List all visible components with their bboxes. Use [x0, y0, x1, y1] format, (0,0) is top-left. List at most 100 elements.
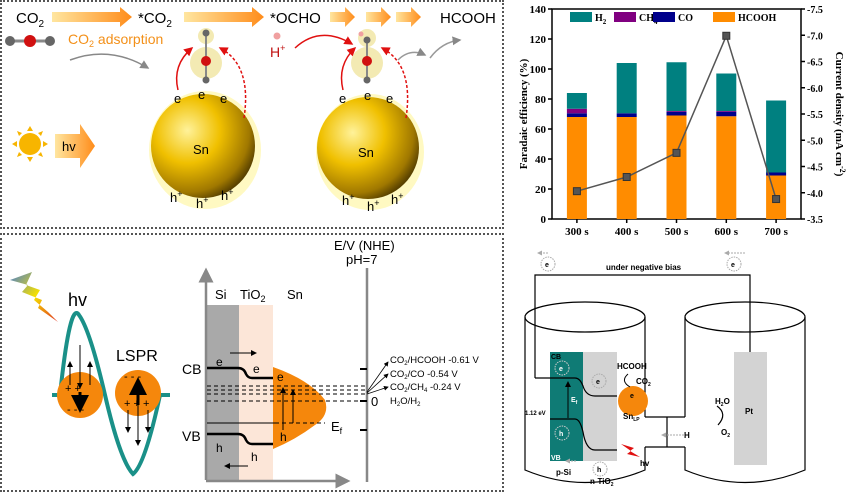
tio2-layer	[239, 305, 273, 480]
lightning-red-icon	[621, 444, 640, 457]
h2o-label: H2O	[715, 397, 730, 408]
step-ocho: *OCHO	[270, 10, 321, 27]
xtick-label-3: 600 s	[715, 226, 739, 238]
legend-label-h2: H2	[595, 13, 607, 26]
proton-icon	[273, 32, 281, 40]
release-arrow-2	[429, 36, 462, 59]
electron-1b: e	[198, 87, 205, 102]
y2tick-label--7.0: -7.0	[807, 31, 823, 42]
sn-label-2: Sn	[358, 145, 374, 160]
pt-label: Pt	[745, 407, 753, 416]
hole-si: h	[216, 441, 223, 455]
cb-band	[207, 366, 273, 380]
electron-wire-right: e	[731, 262, 735, 269]
ytick-label-60: 60	[535, 124, 547, 136]
xtick-label-0: 300 s	[565, 226, 589, 238]
bar-co-3	[716, 111, 737, 117]
step-co2: CO2	[16, 10, 45, 30]
proton-arrow	[294, 34, 354, 49]
sn-particle-2: Sn e e e h+ h+ h+	[316, 29, 424, 214]
hv-arrow	[55, 124, 95, 168]
potential-arrows	[366, 361, 389, 395]
electron-sn: e	[277, 370, 284, 384]
electron-1c: e	[220, 91, 227, 106]
co2-molecule-icon	[5, 35, 55, 47]
ph-label: pH=7	[346, 252, 377, 267]
pec-internals: e e under negative bias CB e e Ef 1.12 e…	[525, 250, 767, 488]
ytick-label-80: 80	[535, 94, 547, 106]
hole-sn: h	[280, 430, 287, 444]
current-density-point-2	[672, 148, 681, 157]
lspr-label: LSPR	[116, 348, 158, 365]
adsorption-arrow	[69, 53, 150, 69]
n-tio2-label: n-TiO2	[590, 477, 614, 488]
vb-band	[207, 432, 273, 446]
svg-text:+ + +: + + +	[124, 398, 149, 410]
light-wave	[52, 311, 170, 477]
bar-ch4-2	[666, 111, 687, 112]
legend-label-co: CO	[678, 13, 693, 24]
ytick-label-140: 140	[530, 4, 547, 16]
legend-swatch-ch4	[614, 12, 636, 22]
bar-ch4-3	[716, 111, 737, 112]
hole-2b: h+	[367, 198, 380, 214]
bar-hcooh-3	[716, 116, 737, 219]
lightning-icon	[10, 272, 58, 322]
bar-co-2	[666, 111, 687, 116]
electron-2a: e	[339, 91, 346, 106]
step-adsorbed-co2: *CO2	[138, 10, 172, 30]
hcooh-label-d: HCOOH	[617, 362, 647, 371]
vb-label-d: VB	[551, 455, 561, 462]
proton-label-d: H	[684, 431, 690, 440]
sun-icon	[12, 126, 48, 162]
plasmon-particle-2: - - - + + +	[115, 370, 161, 446]
bar-h2-3	[716, 73, 737, 111]
legend-label-hcooh: HCOOH	[738, 13, 777, 24]
hole-2a: h+	[342, 192, 355, 208]
hole-vb: h	[559, 431, 563, 438]
p-si-label: p-Si	[556, 468, 571, 477]
svg-text:- - -: - - -	[67, 404, 84, 416]
bar-h2-4	[766, 100, 787, 173]
xtick-label-1: 400 s	[615, 226, 639, 238]
release-arrow-1	[397, 47, 427, 61]
current-density-point-1	[622, 173, 631, 181]
bar-co-0	[566, 113, 587, 117]
bar-hcooh-0	[566, 117, 587, 219]
hole-1b: h+	[196, 195, 209, 211]
sn-states	[273, 367, 327, 449]
redox-potential-1: CO2/CO -0.54 V	[390, 369, 458, 381]
ytick-label-40: 40	[535, 154, 547, 166]
redox-level-lines	[207, 385, 368, 402]
bias-label: under negative bias	[606, 263, 682, 272]
layer-tio2: TiO2	[240, 287, 265, 304]
current-density-point-0	[572, 187, 581, 196]
y2tick-label--4.5: -4.5	[807, 163, 823, 174]
bandgap-label: 1.12 eV	[525, 411, 546, 417]
hv-label-b: hv	[68, 290, 87, 310]
o2-label: O2	[721, 428, 730, 439]
electron-tio2: e	[253, 362, 260, 376]
co2-label-d: CO2	[636, 377, 651, 388]
co2-adsorption-label: CO2 adsorption	[68, 31, 163, 49]
hole-tio2-d: h	[597, 467, 601, 474]
bar-hcooh-1	[616, 117, 637, 219]
pt-electrode	[734, 352, 767, 465]
layer-sn: Sn	[287, 287, 303, 302]
hole-2c: h+	[391, 191, 404, 207]
hole-tio2: h	[251, 450, 258, 464]
redox-potential-2: CO2/CH4 -0.24 V	[390, 382, 461, 394]
n-tio2-block	[583, 352, 617, 461]
xtick-label-4: 700 s	[764, 226, 788, 238]
sn-label-d: SnLP	[623, 412, 640, 423]
arrow-step-1	[52, 7, 132, 27]
electron-cb: e	[559, 366, 563, 373]
arrow-step-2	[184, 7, 264, 27]
legend-swatch-h2	[570, 12, 592, 22]
ytick-label-0: 0	[541, 214, 547, 226]
panel-mechanism	[0, 0, 504, 229]
y2tick-label--6.0: -6.0	[807, 84, 823, 95]
arrow-step-3a	[330, 7, 355, 27]
y2-axis-label: Current density (mA cm-2)	[833, 52, 847, 177]
